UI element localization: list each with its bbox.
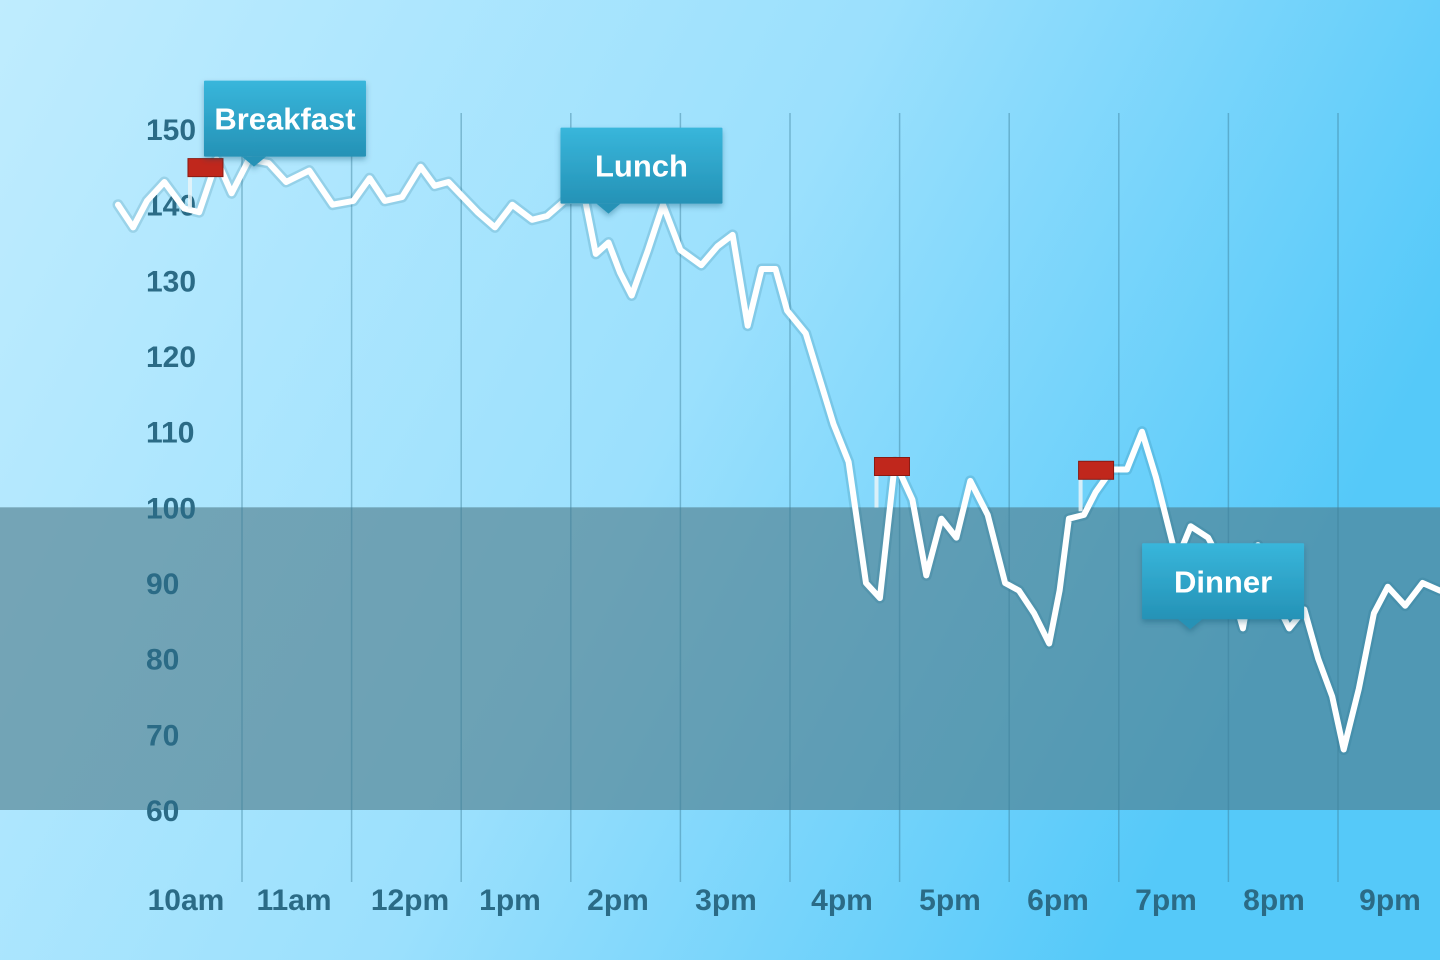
- y-tick-label: 150: [146, 114, 196, 147]
- x-tick-label: 8pm: [1243, 884, 1305, 917]
- x-tick-label: 9pm: [1359, 884, 1421, 917]
- x-tick-label: 4pm: [811, 884, 873, 917]
- x-tick-label: 5pm: [919, 884, 981, 917]
- meal-callout-label: Breakfast: [214, 102, 355, 137]
- y-tick-label: 130: [146, 265, 196, 298]
- meal-callout: Breakfast: [203, 80, 366, 167]
- y-tick-label: 70: [146, 719, 179, 752]
- y-tick-label: 80: [146, 644, 179, 677]
- x-tick-label: 10am: [148, 884, 225, 917]
- x-tick-label: 11am: [256, 884, 331, 917]
- y-tick-label: 100: [146, 492, 196, 525]
- meal-flag: [1078, 460, 1115, 512]
- x-tick-label: 1pm: [479, 884, 541, 917]
- x-tick-label: 2pm: [587, 884, 649, 917]
- meal-flag: [873, 457, 910, 508]
- meal-flag: [187, 158, 224, 209]
- y-tick-label: 60: [146, 795, 179, 828]
- x-tick-label: 7pm: [1135, 884, 1197, 917]
- meal-callout-label: Dinner: [1174, 564, 1272, 599]
- y-tick-label: 120: [146, 341, 196, 374]
- meal-callout-label: Lunch: [595, 149, 688, 184]
- y-tick-label: 110: [146, 417, 194, 450]
- x-tick-label: 3pm: [695, 884, 757, 917]
- y-tick-label: 90: [146, 568, 179, 601]
- x-tick-label: 12pm: [371, 884, 449, 917]
- meal-callout: Dinner: [1142, 543, 1305, 630]
- meal-callout: Lunch: [560, 127, 723, 214]
- x-tick-label: 6pm: [1027, 884, 1089, 917]
